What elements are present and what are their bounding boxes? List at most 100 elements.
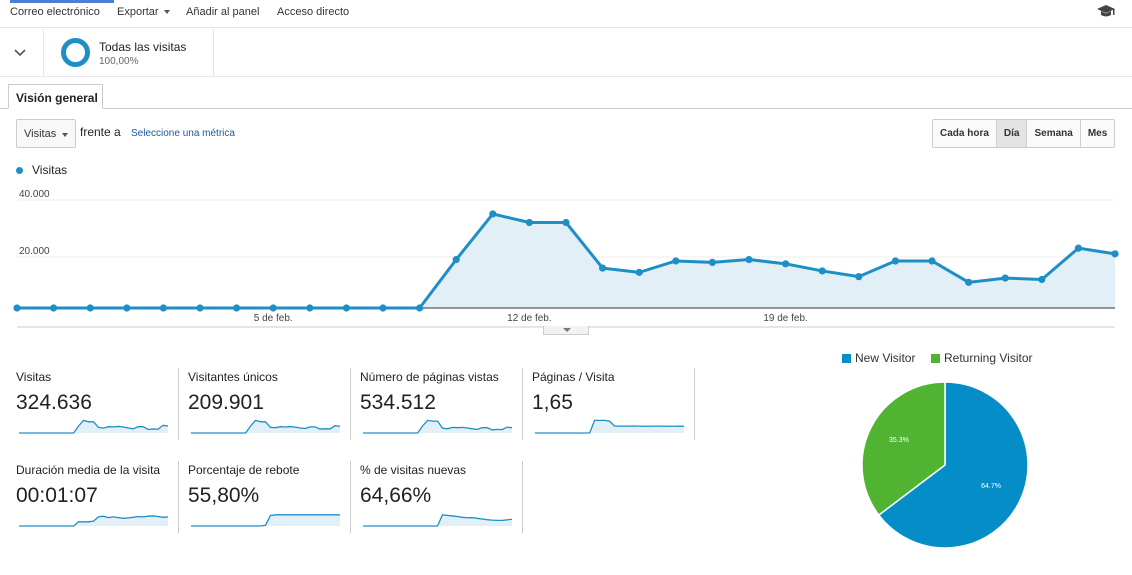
pie-legend-new: New Visitor [842, 351, 915, 365]
sparkline-fill [19, 515, 168, 526]
data-point [159, 304, 167, 312]
data-point [599, 264, 607, 272]
data-point [818, 267, 826, 275]
sparkline-line [191, 514, 340, 527]
metric-sparkline [191, 514, 340, 527]
divider [522, 461, 523, 533]
pie-legend-returning: Returning Visitor [931, 351, 1033, 365]
data-point [233, 304, 241, 312]
sparkline-fill [363, 420, 512, 433]
segment-toggle-button[interactable] [0, 29, 44, 77]
export-menu[interactable]: Exportar [117, 6, 170, 18]
chart-collapse-handle[interactable] [543, 326, 589, 335]
graduation-cap-icon[interactable] [1096, 4, 1116, 25]
x-tick-label: 12 de feb. [507, 313, 551, 324]
sparkline-line [19, 515, 169, 527]
metric-sparkline [19, 419, 169, 434]
metric-sparkline [363, 419, 513, 434]
metric-label: Número de páginas vistas [360, 370, 499, 384]
metric-card-unique-visitors[interactable]: Visitantes únicos 209.901 [188, 370, 360, 442]
sparkline-line [363, 419, 513, 434]
granularity-month-button[interactable]: Mes [1079, 120, 1115, 147]
metric-card-bounce-rate[interactable]: Porcentaje de rebote 55,80% [188, 463, 360, 535]
segment-name: Todas las visitas [99, 40, 187, 54]
caret-down-icon [563, 328, 571, 332]
data-point [452, 255, 460, 264]
segment-card[interactable]: Todas las visitas 100,00% [44, 29, 214, 77]
granularity-week-button[interactable]: Semana [1026, 120, 1080, 147]
metric-label: Duración media de la visita [16, 463, 161, 477]
legend-swatch-new [842, 354, 851, 363]
metric-card-visits[interactable]: Visitas 324.636 [16, 370, 188, 442]
divider [350, 461, 351, 533]
add-to-dashboard-link[interactable]: Añadir al panel [186, 6, 260, 18]
select-metric-link[interactable]: Seleccione una métrica [131, 128, 235, 139]
granularity-day-button[interactable]: Día [995, 120, 1027, 147]
sparkline-line [191, 419, 341, 434]
metric-select[interactable]: Visitas [16, 119, 76, 148]
sparkline-fill [535, 420, 684, 433]
data-point [562, 218, 570, 227]
email-link[interactable]: Correo electrónico [10, 6, 100, 18]
y-tick-label: 20.000 [19, 246, 50, 257]
visitor-type-pie-chart[interactable]: 64.7% 35.3% [858, 378, 1032, 552]
metric-label: Páginas / Visita [532, 370, 615, 384]
segment-ring-icon [61, 38, 90, 67]
pie-slice-label: 64.7% [981, 483, 1001, 490]
data-point [782, 260, 790, 268]
data-point [50, 304, 58, 312]
shortcut-link[interactable]: Acceso directo [277, 6, 350, 18]
segment-bar: Todas las visitas 100,00% [0, 29, 1132, 77]
visits-line-chart[interactable]: 40.000 20.000 5 de feb. 12 de feb. 19 de feb… [0, 182, 1132, 328]
metric-value: 209.901 [188, 391, 264, 414]
chevron-down-icon [14, 49, 26, 57]
data-point [891, 257, 900, 265]
metric-card-pageviews[interactable]: Número de páginas vistas 534.512 [360, 370, 532, 442]
data-point [855, 273, 863, 281]
pie-legend-label: New Visitor [855, 351, 916, 365]
metric-value: 64,66% [360, 484, 432, 507]
versus-label: frente a [80, 125, 121, 139]
divider [522, 368, 523, 440]
data-point [1111, 250, 1119, 258]
data-point [1001, 274, 1009, 282]
pie-slice-label: 35.3% [889, 437, 909, 444]
legend-label: Visitas [32, 163, 68, 177]
export-label: Exportar [117, 6, 159, 18]
pie-legend-label: Returning Visitor [944, 351, 1033, 365]
data-point [416, 304, 424, 312]
metric-sparkline [535, 419, 685, 434]
metric-sparkline [191, 419, 341, 434]
data-point [306, 304, 314, 312]
sparkline-fill [191, 514, 340, 526]
data-point [489, 210, 497, 218]
pie-slice [861, 381, 946, 517]
metric-card-avg-duration[interactable]: Duración media de la visita 00:01:07 [16, 463, 188, 535]
metric-label: Visitas [16, 370, 52, 384]
tab-overview[interactable]: Visión general [8, 84, 103, 109]
tab-divider [0, 108, 1132, 109]
metric-value: 324.636 [16, 391, 92, 414]
divider [694, 368, 695, 440]
metric-select-value: Visitas [24, 128, 57, 140]
data-point [745, 255, 753, 264]
divider [178, 368, 179, 440]
x-tick-label: 19 de feb. [763, 313, 807, 324]
metric-sparkline [363, 514, 513, 527]
data-point [635, 268, 643, 276]
metric-card-pages-per-visit[interactable]: Páginas / Visita 1,65 [532, 370, 704, 442]
segment-percent: 100,00% [99, 56, 139, 67]
sparkline-line [535, 419, 685, 434]
legend-dot-icon [16, 167, 23, 174]
data-point [1074, 244, 1082, 252]
metric-value: 55,80% [188, 484, 260, 507]
metric-value: 00:01:07 [16, 484, 98, 507]
data-point [342, 304, 350, 312]
top-toolbar: Correo electrónico Exportar Añadir al pa… [0, 0, 1132, 28]
metric-card-new-visits[interactable]: % de visitas nuevas 64,66% [360, 463, 532, 535]
granularity-hourly-button[interactable]: Cada hora [933, 120, 996, 147]
divider [178, 461, 179, 533]
data-point [928, 257, 936, 265]
area-fill [17, 213, 1115, 308]
active-indicator [10, 0, 114, 3]
